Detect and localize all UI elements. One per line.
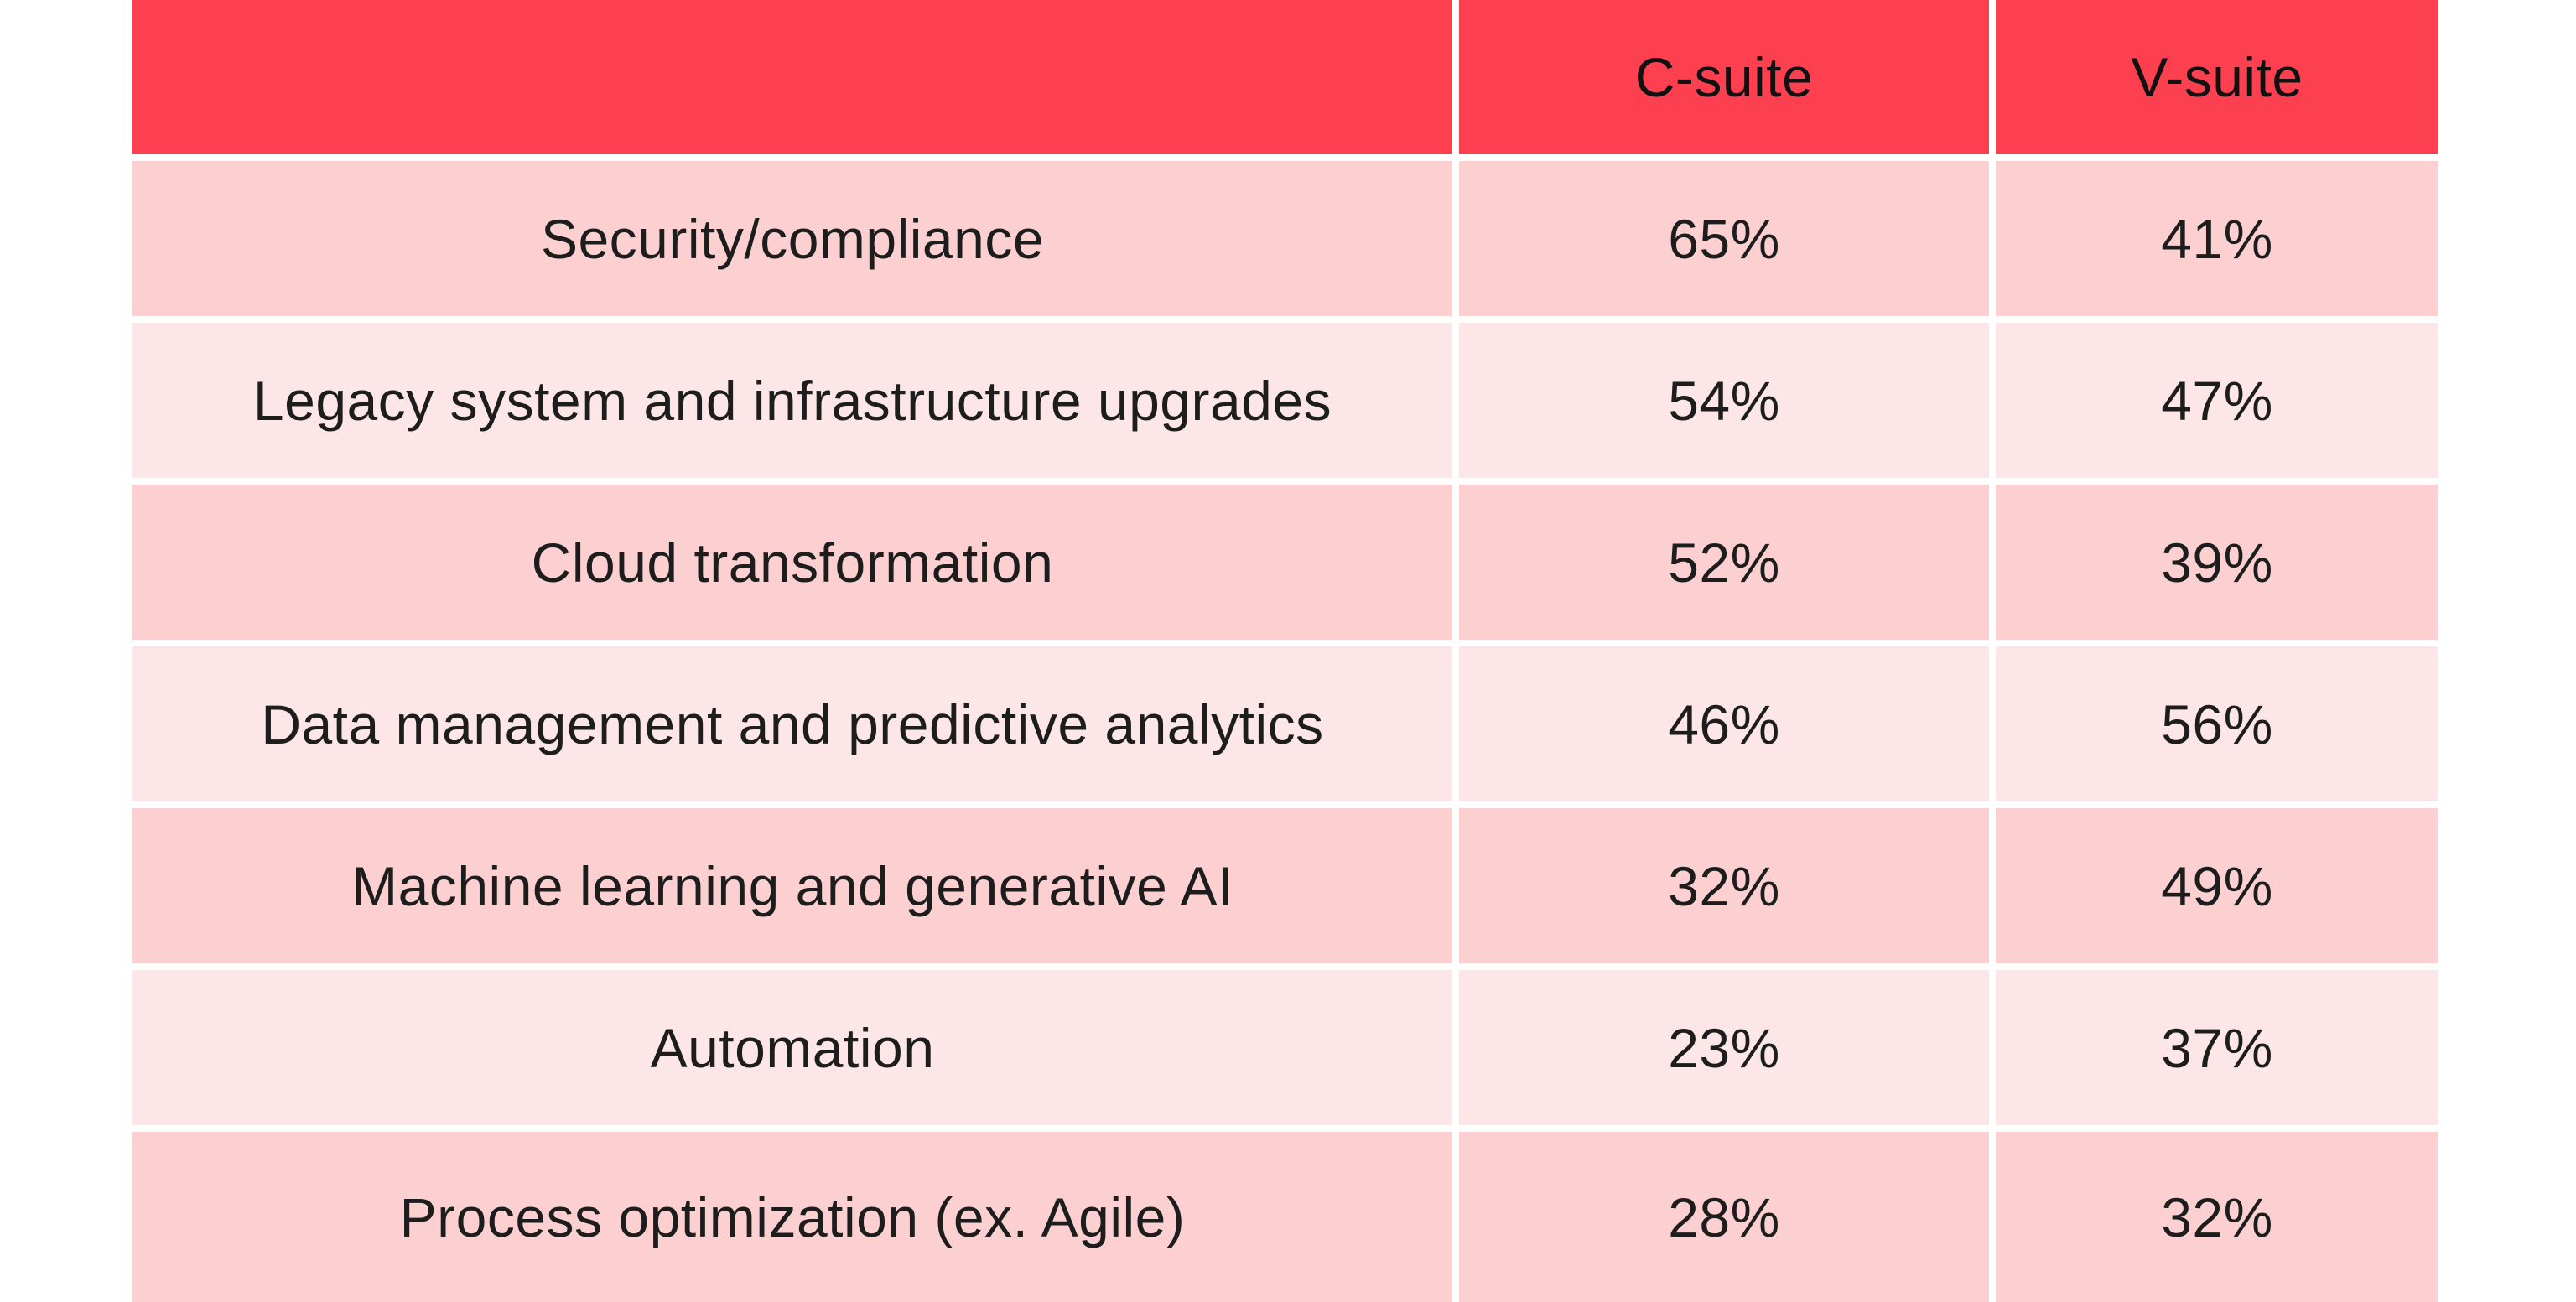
row-label-cell: Cloud transformation <box>132 485 1452 640</box>
v-suite-value-cell: 47% <box>1996 323 2438 478</box>
header-cell-empty <box>132 0 1452 154</box>
v-suite-value-cell: 56% <box>1996 646 2438 801</box>
v-suite-value-cell: 49% <box>1996 808 2438 963</box>
c-suite-value-cell: 52% <box>1459 485 1989 640</box>
header-cell-c-suite: C-suite <box>1459 0 1989 154</box>
v-suite-value-cell: 37% <box>1996 970 2438 1125</box>
v-suite-value-cell: 41% <box>1996 161 2438 316</box>
c-suite-value-cell: 54% <box>1459 323 1989 478</box>
c-suite-value-cell: 23% <box>1459 970 1989 1125</box>
v-suite-value-cell: 32% <box>1996 1132 2438 1302</box>
c-suite-value-cell: 28% <box>1459 1132 1989 1302</box>
c-suite-value-cell: 46% <box>1459 646 1989 801</box>
v-suite-value-cell: 39% <box>1996 485 2438 640</box>
row-label-cell: Process optimization (ex. Agile) <box>132 1132 1452 1302</box>
c-suite-value-cell: 32% <box>1459 808 1989 963</box>
row-label-cell: Legacy system and infrastructure upgrade… <box>132 323 1452 478</box>
header-cell-v-suite: V-suite <box>1996 0 2438 154</box>
priorities-table: C-suite V-suite Security/compliance 65% … <box>132 0 2438 1302</box>
c-suite-value-cell: 65% <box>1459 161 1989 316</box>
row-label-cell: Data management and predictive analytics <box>132 646 1452 801</box>
row-label-cell: Security/compliance <box>132 161 1452 316</box>
row-label-cell: Automation <box>132 970 1452 1125</box>
row-label-cell: Machine learning and generative AI <box>132 808 1452 963</box>
